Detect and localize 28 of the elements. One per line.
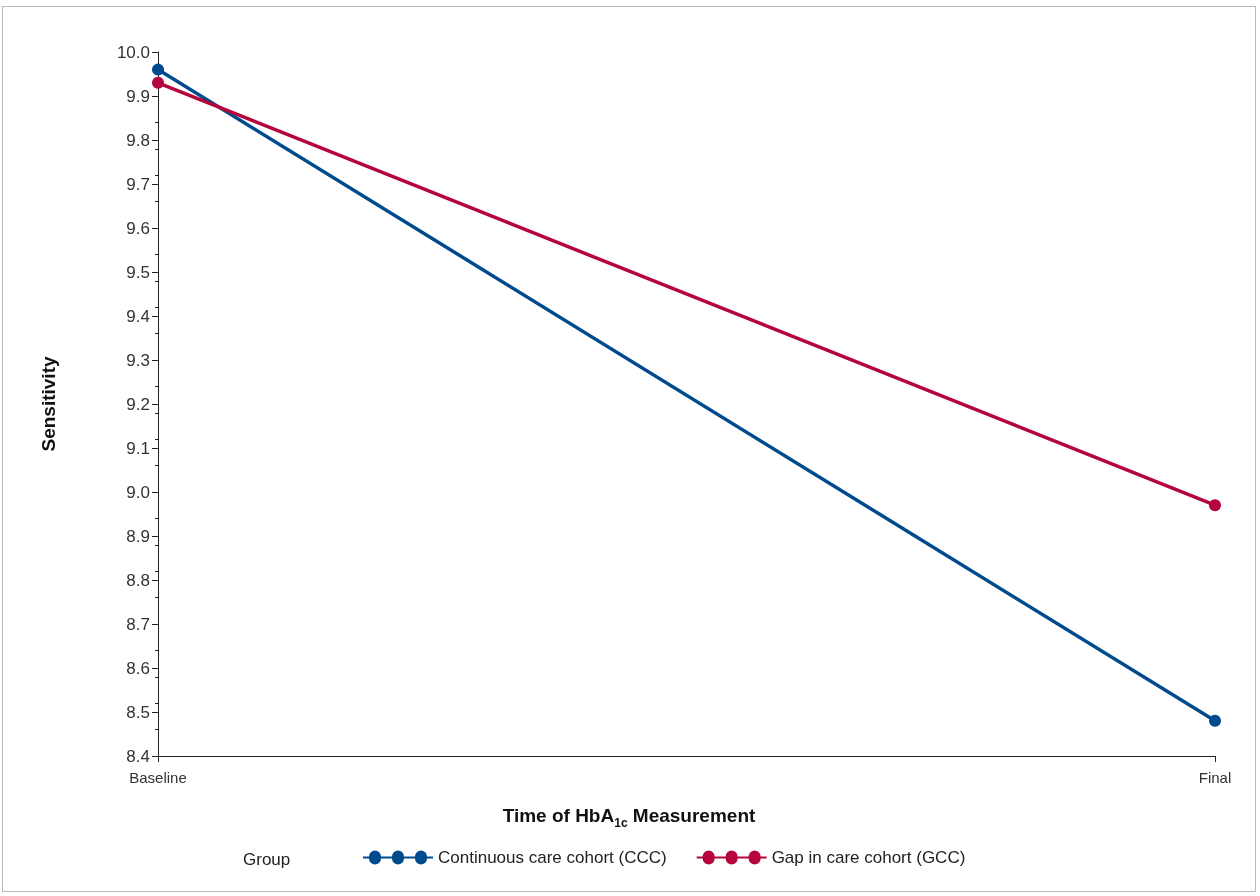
y-tick-label: 8.8	[126, 570, 150, 590]
y-tick-label: 9.4	[126, 306, 150, 326]
y-tick-label: 9.8	[126, 130, 150, 150]
y-tick-label: 9.0	[126, 482, 150, 502]
y-tick-label: 8.4	[126, 746, 150, 766]
point	[1209, 714, 1221, 727]
y-tick-label: 8.5	[126, 702, 150, 722]
y-tick-label: 9.3	[126, 350, 150, 370]
y-tick-label: 9.2	[126, 394, 150, 414]
y-tick-label: 9.7	[126, 174, 150, 194]
legend-title: Group	[243, 850, 291, 870]
y-tick-label: 9.6	[126, 218, 150, 238]
legend-label: Gap in care cohort (GCC)	[771, 848, 966, 867]
point	[152, 63, 164, 76]
legend-label: Continuous care cohort (CCC)	[438, 848, 667, 867]
x-tick-label: Baseline	[129, 769, 187, 786]
y-tick-label: 9.9	[126, 86, 150, 106]
y-axis-title: Sensitivity	[38, 356, 59, 452]
y-tick-label: 9.1	[126, 438, 150, 458]
point	[152, 76, 164, 89]
y-tick-label: 8.9	[126, 526, 150, 546]
y-tick-label: 10.0	[116, 42, 150, 62]
y-tick-label: 9.5	[126, 262, 150, 282]
x-axis-title: Time of HbA$_{1c}$ Measurement	[501, 805, 757, 830]
y-tick-label: 8.6	[126, 658, 150, 678]
y-tick-label: 8.7	[126, 614, 150, 634]
point	[1209, 499, 1221, 512]
x-tick-label: Final	[1198, 769, 1232, 786]
